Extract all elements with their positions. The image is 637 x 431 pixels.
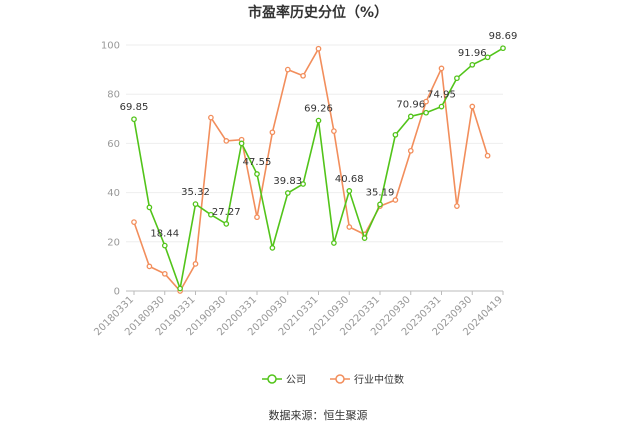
data-label: 40.68 bbox=[335, 174, 364, 185]
data-point bbox=[284, 190, 291, 196]
data-point bbox=[146, 263, 153, 270]
legend[interactable]: 公司 行业中位数 bbox=[262, 373, 404, 386]
data-label: 74.95 bbox=[427, 90, 456, 101]
series-industry-median bbox=[131, 45, 491, 294]
legend-item-industry-median[interactable]: 行业中位数 bbox=[330, 373, 404, 386]
data-point bbox=[254, 214, 260, 221]
legend-item-company[interactable]: 公司 bbox=[262, 374, 306, 386]
legend-label: 行业中位数 bbox=[354, 373, 404, 386]
data-point bbox=[192, 261, 199, 267]
data-point bbox=[407, 113, 414, 120]
data-point bbox=[192, 201, 199, 207]
y-tick-label: 40 bbox=[107, 188, 120, 199]
y-tick-label: 0 bbox=[114, 287, 120, 298]
data-point bbox=[223, 138, 230, 144]
data-label: 70.96 bbox=[396, 99, 425, 110]
y-tick-label: 60 bbox=[107, 139, 120, 150]
data-point bbox=[361, 235, 368, 241]
series-company bbox=[131, 45, 506, 292]
legend-marker-icon bbox=[335, 374, 345, 384]
data-label: 91.96 bbox=[458, 48, 487, 59]
data-point bbox=[208, 211, 214, 218]
legend-label: 公司 bbox=[286, 375, 306, 386]
data-point bbox=[469, 103, 476, 110]
data-point bbox=[223, 221, 230, 227]
data-point bbox=[454, 203, 460, 209]
data-point bbox=[392, 131, 399, 138]
chart-title: 市盈率历史分位（%） bbox=[248, 4, 388, 21]
data-point bbox=[161, 242, 168, 249]
data-point bbox=[300, 72, 306, 79]
data-label: 35.32 bbox=[181, 187, 210, 198]
data-point bbox=[484, 152, 491, 159]
data-point bbox=[315, 45, 322, 52]
data-label: 98.69 bbox=[489, 31, 518, 42]
data-label: 69.26 bbox=[304, 104, 333, 115]
data-point bbox=[469, 61, 476, 68]
legend-marker-icon bbox=[267, 374, 277, 384]
data-point bbox=[331, 128, 337, 134]
data-point bbox=[269, 129, 276, 136]
data-label: 69.85 bbox=[120, 102, 149, 113]
data-point bbox=[423, 109, 429, 116]
data-point bbox=[331, 240, 337, 246]
series-line bbox=[133, 46, 489, 293]
data-label: 47.55 bbox=[243, 157, 272, 168]
gridlines bbox=[126, 44, 503, 292]
data-label: 18.44 bbox=[150, 229, 179, 240]
data-label: 39.83 bbox=[273, 176, 302, 187]
data-point bbox=[300, 181, 306, 187]
data-point bbox=[269, 245, 276, 251]
y-tick-label: 80 bbox=[107, 90, 120, 101]
data-point bbox=[208, 114, 214, 121]
data-point bbox=[438, 65, 445, 72]
data-point bbox=[438, 103, 445, 110]
data-label: 27.27 bbox=[212, 207, 241, 218]
data-point bbox=[346, 224, 353, 230]
y-tick-label: 100 bbox=[101, 41, 120, 52]
data-point bbox=[131, 219, 137, 225]
data-point bbox=[484, 54, 491, 61]
series-line bbox=[133, 47, 504, 292]
y-tick-label: 20 bbox=[107, 237, 120, 248]
data-point bbox=[161, 270, 168, 277]
data-point bbox=[238, 140, 245, 147]
data-point bbox=[346, 188, 353, 194]
data-point bbox=[284, 66, 291, 73]
data-point bbox=[500, 45, 506, 52]
series-layer bbox=[131, 45, 506, 294]
data-point bbox=[131, 116, 137, 123]
data-point bbox=[315, 117, 322, 124]
data-point bbox=[454, 75, 460, 82]
data-point bbox=[146, 204, 153, 211]
data-point bbox=[177, 285, 183, 292]
data-point bbox=[377, 201, 383, 208]
data-point bbox=[392, 197, 399, 203]
data-point bbox=[254, 171, 260, 177]
data-label: 35.19 bbox=[366, 187, 395, 198]
data-point bbox=[423, 98, 429, 105]
data-point bbox=[407, 147, 414, 154]
source-note: 数据来源：恒生聚源 bbox=[269, 408, 368, 422]
